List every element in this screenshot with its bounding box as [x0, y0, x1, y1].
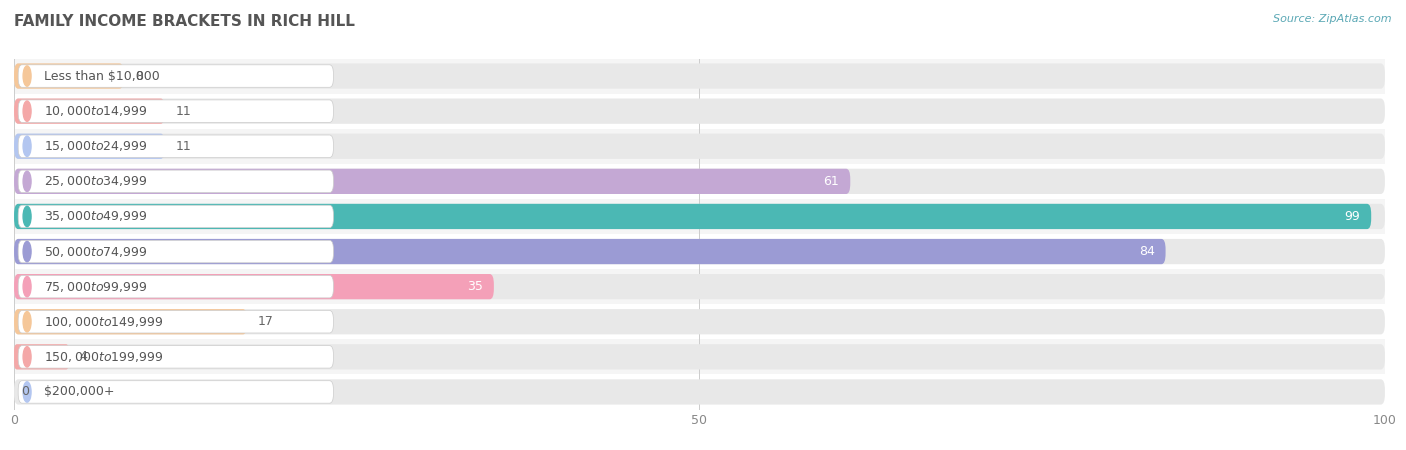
Text: $150,000 to $199,999: $150,000 to $199,999: [44, 350, 163, 364]
FancyBboxPatch shape: [14, 204, 1371, 229]
FancyBboxPatch shape: [14, 134, 1385, 159]
Circle shape: [22, 276, 31, 297]
FancyBboxPatch shape: [14, 344, 1385, 369]
Circle shape: [22, 136, 31, 157]
Bar: [14, 129, 1385, 164]
FancyBboxPatch shape: [14, 274, 494, 299]
Text: $35,000 to $49,999: $35,000 to $49,999: [44, 209, 148, 224]
FancyBboxPatch shape: [18, 100, 333, 122]
Text: Source: ZipAtlas.com: Source: ZipAtlas.com: [1274, 14, 1392, 23]
Text: $200,000+: $200,000+: [44, 386, 115, 398]
FancyBboxPatch shape: [14, 274, 1385, 299]
FancyBboxPatch shape: [18, 381, 333, 403]
Text: $100,000 to $149,999: $100,000 to $149,999: [44, 315, 163, 329]
Bar: [14, 339, 1385, 374]
FancyBboxPatch shape: [14, 309, 1385, 334]
FancyBboxPatch shape: [14, 169, 851, 194]
FancyBboxPatch shape: [14, 63, 124, 89]
Bar: [14, 304, 1385, 339]
Bar: [14, 164, 1385, 199]
Text: 11: 11: [176, 140, 191, 153]
Text: 4: 4: [80, 351, 87, 363]
Bar: [14, 58, 1385, 94]
Bar: [14, 234, 1385, 269]
FancyBboxPatch shape: [14, 239, 1166, 264]
FancyBboxPatch shape: [14, 63, 1385, 89]
Circle shape: [22, 382, 31, 402]
Text: 61: 61: [824, 175, 839, 188]
FancyBboxPatch shape: [14, 99, 165, 124]
Circle shape: [22, 346, 31, 367]
FancyBboxPatch shape: [18, 346, 333, 368]
Text: 8: 8: [135, 70, 142, 82]
FancyBboxPatch shape: [14, 309, 247, 334]
Text: 17: 17: [259, 315, 274, 328]
FancyBboxPatch shape: [14, 134, 165, 159]
Text: Less than $10,000: Less than $10,000: [44, 70, 160, 82]
Bar: [14, 199, 1385, 234]
Bar: [14, 269, 1385, 304]
Circle shape: [22, 206, 31, 227]
FancyBboxPatch shape: [14, 239, 1385, 264]
Bar: [14, 374, 1385, 410]
Text: $10,000 to $14,999: $10,000 to $14,999: [44, 104, 148, 118]
FancyBboxPatch shape: [18, 65, 333, 87]
FancyBboxPatch shape: [18, 240, 333, 263]
FancyBboxPatch shape: [18, 135, 333, 158]
Text: 99: 99: [1344, 210, 1360, 223]
Text: 11: 11: [176, 105, 191, 117]
FancyBboxPatch shape: [18, 275, 333, 298]
Text: FAMILY INCOME BRACKETS IN RICH HILL: FAMILY INCOME BRACKETS IN RICH HILL: [14, 14, 354, 28]
Text: $25,000 to $34,999: $25,000 to $34,999: [44, 174, 148, 189]
FancyBboxPatch shape: [14, 204, 1385, 229]
Text: 0: 0: [21, 386, 30, 398]
Circle shape: [22, 311, 31, 332]
FancyBboxPatch shape: [14, 379, 1385, 405]
FancyBboxPatch shape: [18, 310, 333, 333]
Circle shape: [22, 66, 31, 86]
FancyBboxPatch shape: [14, 169, 1385, 194]
Circle shape: [22, 101, 31, 122]
Text: $75,000 to $99,999: $75,000 to $99,999: [44, 279, 148, 294]
Circle shape: [22, 171, 31, 192]
Text: 35: 35: [467, 280, 482, 293]
FancyBboxPatch shape: [18, 205, 333, 228]
Text: $15,000 to $24,999: $15,000 to $24,999: [44, 139, 148, 153]
FancyBboxPatch shape: [14, 344, 69, 369]
Text: 84: 84: [1139, 245, 1154, 258]
FancyBboxPatch shape: [18, 170, 333, 193]
Bar: [14, 94, 1385, 129]
FancyBboxPatch shape: [14, 99, 1385, 124]
Text: $50,000 to $74,999: $50,000 to $74,999: [44, 244, 148, 259]
Circle shape: [22, 241, 31, 262]
